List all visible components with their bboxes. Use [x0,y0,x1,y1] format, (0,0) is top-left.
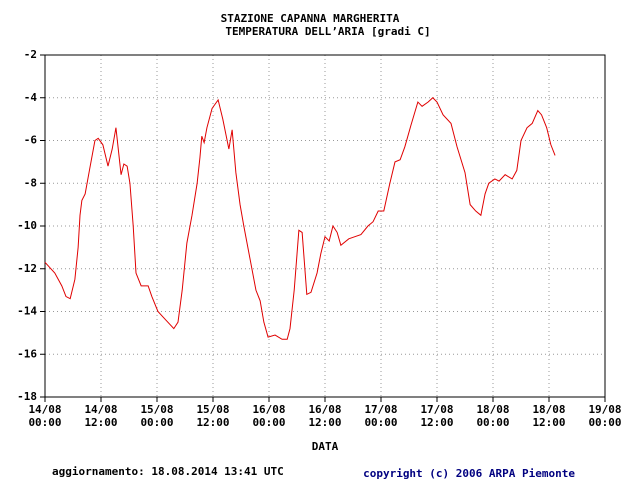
y-tick-label: -16 [17,347,37,360]
y-tick-label: -6 [24,134,38,147]
footer-left: aggiornamento: 18.08.2014 13:41 UTC [52,465,284,478]
x-tick-label: 19/08 00:00 [588,403,622,429]
x-tick-label: 14/08 00:00 [28,403,62,429]
data-line [44,97,556,340]
x-tick-label: 15/08 12:00 [196,403,230,429]
footer-right: copyright (c) 2006 ARPA Piemonte [363,467,575,480]
x-tick-label: 17/08 00:00 [364,403,398,429]
plot-frame [44,54,606,398]
chart-title: STAZIONE CAPANNA MARGHERITA [221,12,400,25]
y-tick-label: -2 [24,48,37,61]
y-tick-label: -12 [17,262,37,275]
x-tick-label: 18/08 00:00 [476,403,510,429]
x-tick-label: 14/08 12:00 [84,403,118,429]
x-tick-label: 16/08 12:00 [308,403,342,429]
y-tick-label: -8 [24,176,37,189]
x-axis-label: DATA [312,440,339,453]
chart-subtitle: TEMPERATURA DELL’ARIA [gradi C] [225,25,430,38]
x-tick-label: 17/08 12:00 [420,403,454,429]
y-tick-label: -18 [17,390,37,403]
x-tick-label: 15/08 00:00 [140,403,174,429]
x-tick-label: 18/08 12:00 [532,403,566,429]
y-tick-label: -4 [24,91,38,104]
x-tick-label: 16/08 00:00 [252,403,286,429]
y-tick-label: -14 [17,305,37,318]
y-tick-label: -10 [17,219,37,232]
